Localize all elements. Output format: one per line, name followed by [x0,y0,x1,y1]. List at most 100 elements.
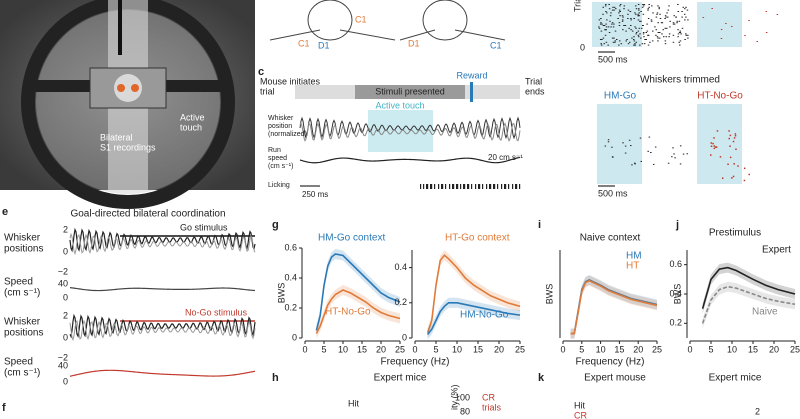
label: 0 [63,292,68,302]
spike [649,41,651,43]
spike [634,43,636,45]
spike [633,18,635,19]
spike [641,6,644,8]
spike [635,13,637,15]
spike [615,8,617,10]
spike [676,22,678,24]
raster-bg [697,2,742,47]
spike [604,29,606,31]
label: Trial [572,0,582,12]
lick [516,184,518,189]
spike [607,139,610,141]
spike [604,34,607,36]
spike [676,20,679,22]
spike [713,145,716,147]
spike [637,13,639,15]
spike [643,4,646,5]
spike [657,40,659,42]
raster-bg [592,2,642,47]
label: e [2,206,8,218]
line [315,253,401,331]
spike [640,160,642,162]
spike [657,5,659,7]
spike [630,18,632,19]
spike [624,145,627,147]
label: Active touch [375,100,424,110]
spike [622,29,624,31]
s1-right [131,84,139,92]
spike [605,11,607,12]
band [570,274,657,339]
spike [677,29,679,31]
spike [600,43,602,45]
spike [650,20,653,22]
spike [664,40,667,42]
reward-mark [470,82,473,102]
spike [679,32,682,33]
spike [677,4,679,5]
spike [665,16,667,18]
lick [456,184,458,189]
label: 500 ms [598,188,628,198]
spike [647,150,649,152]
lick [452,184,454,189]
label: S1 recordings [100,142,156,152]
lick [493,184,495,189]
spike [602,37,605,39]
series-label: HM-No-Go [460,310,509,321]
spike [637,4,640,5]
spike [602,13,604,15]
spike [729,134,732,137]
lick [430,184,432,189]
spike [654,26,656,28]
x-tick-label: 0 [560,344,565,354]
trace [69,369,256,377]
series-label: HM-Go context [318,233,385,244]
x-tick-label: 0 [412,344,417,354]
spike [611,23,613,25]
label: Mouse initiates [260,76,321,86]
label: 100 [455,392,470,402]
band [427,297,520,340]
spike [642,4,644,5]
spike [630,19,632,21]
label: Stimuli presented [375,86,445,96]
spike [630,145,632,147]
label: Reward [456,70,487,80]
spike [609,20,611,22]
label: 2 [63,310,68,320]
label: touch [180,122,202,132]
spike [729,156,732,159]
label: Trial [525,76,542,86]
label: C1 [355,14,367,24]
spike [652,30,654,32]
spike [607,26,610,28]
band [316,285,400,339]
spike [637,30,640,32]
spike [647,34,649,36]
y-tick-label: 0.2 [284,302,297,312]
label: ity (%) [449,385,459,411]
spike [630,29,632,31]
lick [453,184,455,189]
chart-title: Naive context [580,233,641,244]
lick [449,184,451,189]
spike [624,152,627,154]
spike [651,40,654,42]
lick [490,184,492,189]
label: positions [4,328,43,339]
spike [656,13,658,15]
spike [645,32,648,33]
spike [611,9,614,11]
spike [647,8,650,10]
spike [611,37,614,39]
spike [618,40,621,42]
spike [728,137,731,140]
spike [679,44,681,46]
spike [659,13,661,15]
spike [652,163,655,165]
label: trials [482,402,502,412]
spike [637,15,640,17]
lick [438,184,440,189]
